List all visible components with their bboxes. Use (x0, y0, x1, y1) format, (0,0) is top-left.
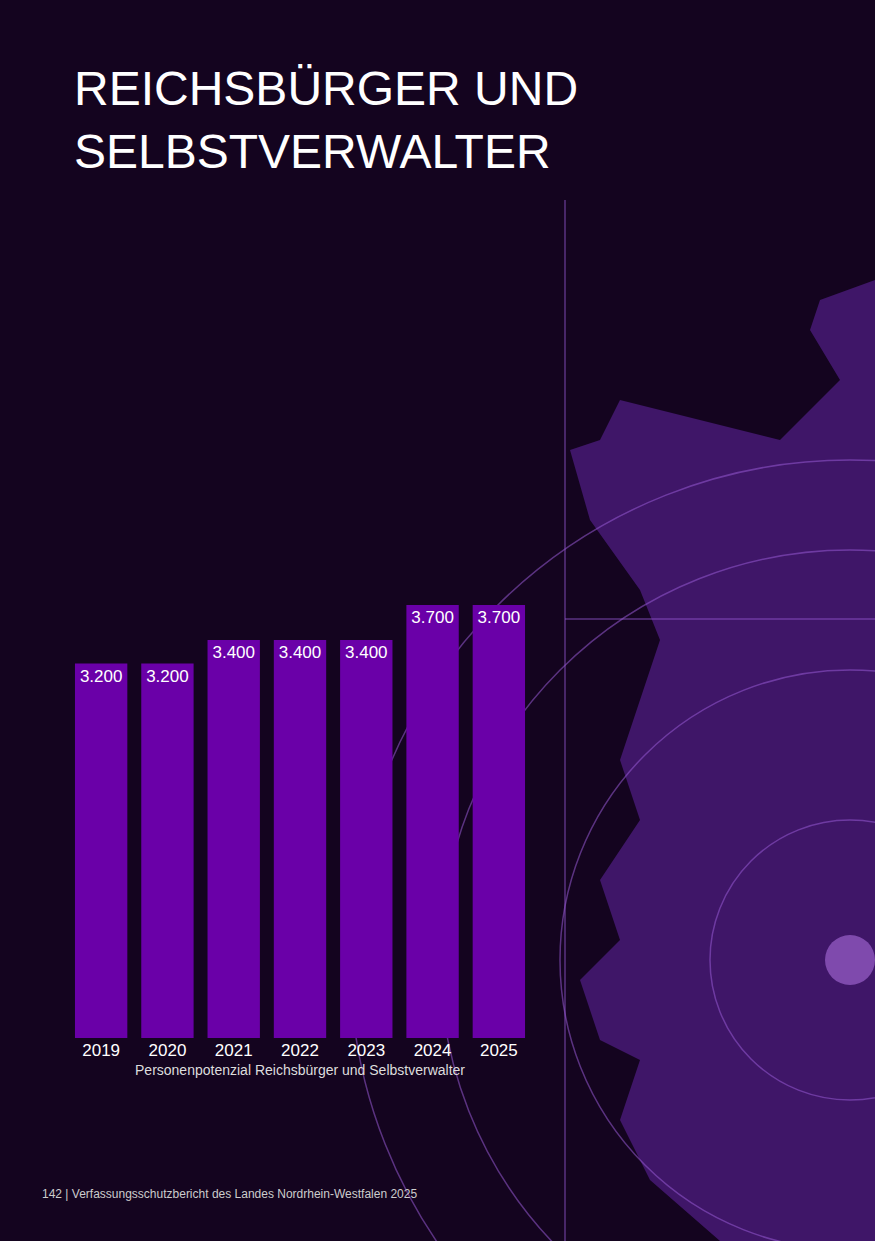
svg-text:3.400: 3.400 (212, 643, 255, 662)
svg-text:Personenpotenzial Reichsbürger: Personenpotenzial Reichsbürger und Selbs… (135, 1062, 465, 1078)
svg-text:142 | Verfassungsschutzbericht: 142 | Verfassungsschutzbericht des Lande… (42, 1187, 417, 1201)
svg-text:3.200: 3.200 (146, 667, 189, 686)
svg-text:3.700: 3.700 (411, 608, 454, 627)
svg-text:3.200: 3.200 (80, 667, 123, 686)
svg-text:2023: 2023 (347, 1041, 385, 1060)
svg-text:REICHSBÜRGER UNDSELBSTVERWALTE: REICHSBÜRGER UNDSELBSTVERWALTER (74, 62, 578, 177)
svg-text:2022: 2022 (281, 1041, 319, 1060)
svg-text:2020: 2020 (149, 1041, 187, 1060)
svg-text:2021: 2021 (215, 1041, 253, 1060)
svg-text:3.400: 3.400 (345, 643, 388, 662)
svg-text:2024: 2024 (414, 1041, 452, 1060)
svg-text:3.700: 3.700 (478, 608, 521, 627)
svg-text:2019: 2019 (82, 1041, 120, 1060)
svg-text:2025: 2025 (480, 1041, 518, 1060)
svg-text:3.400: 3.400 (279, 643, 322, 662)
